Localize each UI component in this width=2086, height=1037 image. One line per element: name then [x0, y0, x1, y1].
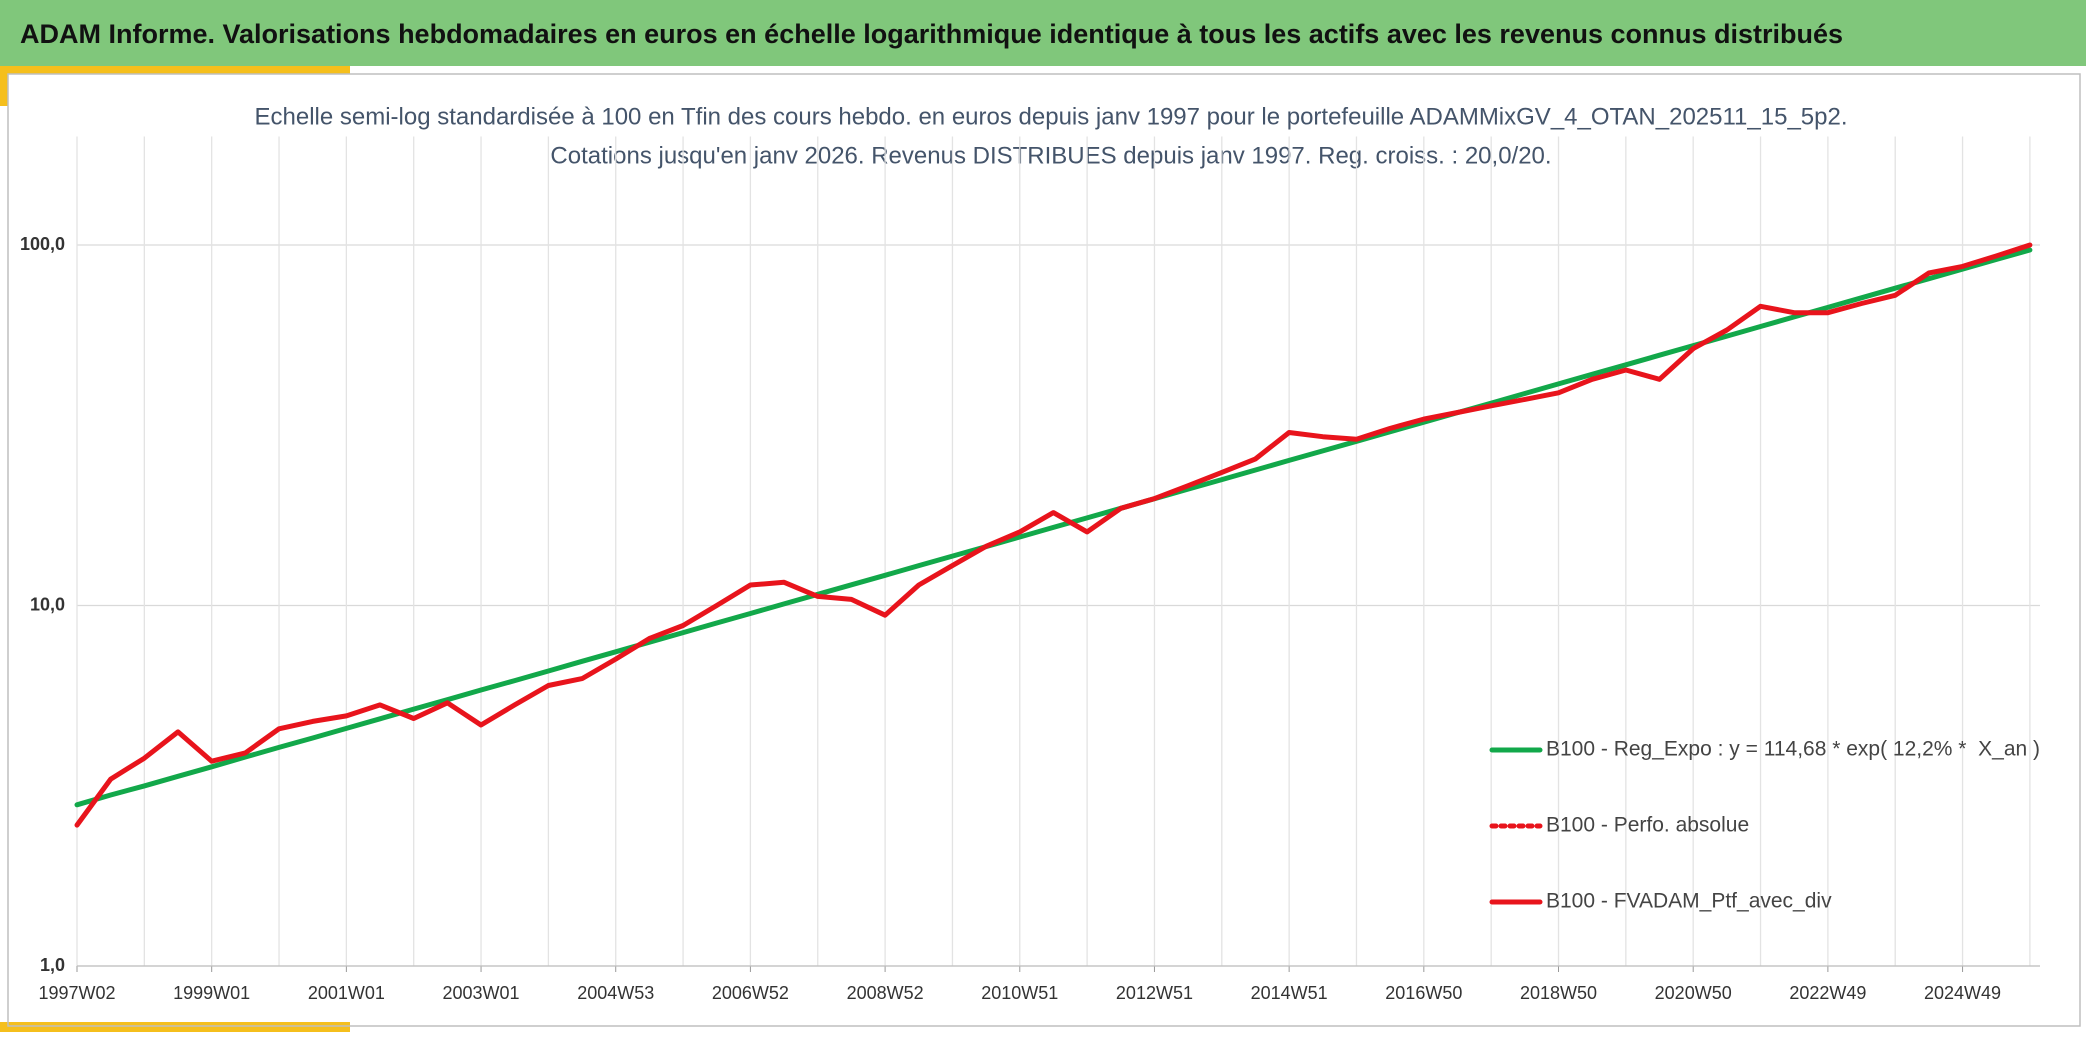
series-line: [74, 247, 2033, 808]
legend-label: B100 - Reg_Expo : y = 114,68 * exp( 12,2…: [1546, 738, 2040, 761]
x-tick-label: 2016W50: [1385, 983, 1462, 1003]
accent: [0, 66, 8, 106]
x-tick-label: 2012W51: [1116, 983, 1193, 1003]
chart-frame: [7, 73, 2081, 1027]
accent: [0, 1022, 350, 1032]
x-tick-label: 2020W50: [1655, 983, 1732, 1003]
x-tick-label: 2001W01: [308, 983, 385, 1003]
x-tick-label: 2004W53: [577, 983, 654, 1003]
banner-bar: [0, 0, 2086, 66]
accent: [0, 66, 350, 74]
y-tick-label: 1,0: [40, 955, 65, 975]
banner-title: ADAM Informe. Valorisations hebdomadaire…: [20, 19, 1843, 49]
chart-subtitle: Cotations jusqu'en janv 2026. Revenus DI…: [550, 142, 1551, 169]
x-tick-label: 2014W51: [1251, 983, 1328, 1003]
x-tick-label: 2010W51: [981, 983, 1058, 1003]
x-tick-label: 1999W01: [173, 983, 250, 1003]
x-tick-label: 2018W50: [1520, 983, 1597, 1003]
y-tick-label: 100,0: [20, 234, 65, 254]
series-line: [74, 242, 2033, 828]
y-tick-label: 10,0: [30, 594, 65, 614]
x-tick-label: 2003W01: [443, 983, 520, 1003]
x-tick-label: 2008W52: [847, 983, 924, 1003]
x-tick-label: 2022W49: [1789, 983, 1866, 1003]
legend-label: B100 - FVADAM_Ptf_avec_div: [1546, 890, 1832, 913]
legend-label: B100 - Perfo. absolue: [1546, 814, 1749, 837]
x-tick-label: 2006W52: [712, 983, 789, 1003]
x-tick-label: 1997W02: [38, 983, 115, 1003]
x-tick-label: 2024W49: [1924, 983, 2001, 1003]
chart-title: Echelle semi-log standardisée à 100 en T…: [255, 103, 1848, 130]
